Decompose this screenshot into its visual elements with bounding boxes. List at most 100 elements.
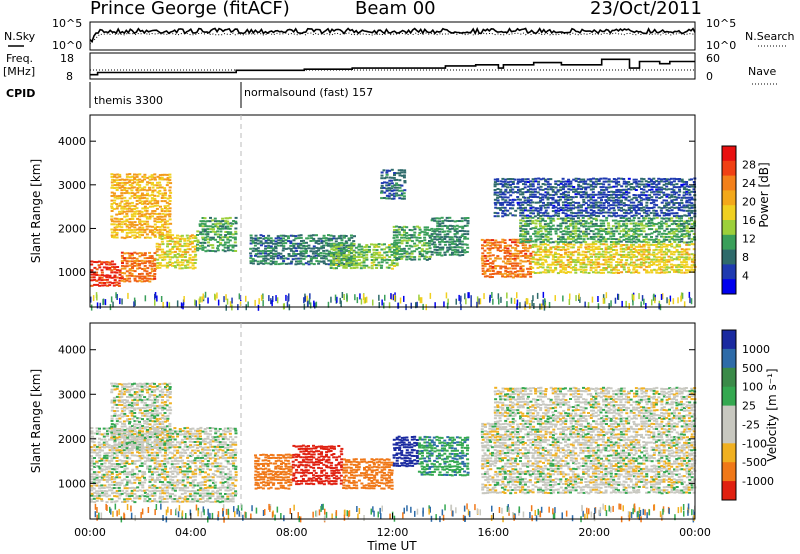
power-cell-1381 (347, 258, 351, 260)
power-cell-3885 (595, 178, 599, 181)
power-cell-2149 (509, 270, 513, 273)
power-cell-1102 (271, 260, 275, 263)
power-cell-3950 (609, 207, 613, 210)
power-cell-1168 (289, 244, 293, 247)
power-cell-309 (176, 237, 179, 240)
velocity-cell-150 (105, 445, 109, 448)
power-cell-3288 (657, 238, 661, 241)
power-cell-3332 (670, 217, 674, 220)
power-cell-3209 (632, 237, 635, 240)
power-cell-3258 (647, 241, 651, 244)
power-cell-1136 (279, 237, 283, 240)
power-cell-3540 (521, 193, 525, 196)
power-cell-2773 (670, 245, 674, 248)
power-cell-88 (118, 271, 122, 274)
power-cell-501 (224, 227, 228, 230)
power-cell-2099 (496, 257, 500, 260)
power-cell-2040 (483, 270, 487, 273)
power-cell-3381 (685, 227, 689, 230)
power-cell-960 (163, 218, 167, 221)
power-cell-1027 (251, 241, 255, 244)
power-cell-158 (138, 275, 142, 278)
power-cell-728 (133, 228, 137, 231)
power-cell-2664 (642, 248, 646, 251)
power-cell-209 (151, 262, 155, 265)
power-cell-1378 (344, 235, 348, 237)
power-cell-1777 (432, 241, 436, 244)
power-cell-3 (90, 273, 94, 276)
power-cell-1453 (344, 264, 348, 267)
power-cell-903 (156, 226, 160, 228)
power-cell-1828 (443, 241, 447, 243)
power-cell-2358 (559, 254, 563, 256)
power-cell-1368 (342, 236, 346, 239)
power-cell-1691 (410, 245, 414, 248)
power-cell-2103 (496, 244, 500, 247)
velocity-cell-153 (106, 435, 110, 438)
velocity-cell-177 (108, 427, 112, 430)
power-cell-870 (150, 199, 154, 202)
power-cell-810 (143, 220, 147, 223)
velocity-cell-289 (123, 498, 127, 501)
power-cell-3025 (572, 235, 575, 238)
power-cell-4286 (683, 214, 687, 217)
power-cell-4198 (663, 187, 666, 190)
power-cell-3329 (669, 228, 673, 231)
power-cell-2275 (536, 253, 540, 256)
power-cell-1234 (306, 237, 310, 240)
power-cell-1034 (254, 248, 258, 250)
power-cell-2880 (524, 225, 528, 227)
power-cell-2210 (521, 270, 525, 273)
power-cell-1414 (332, 263, 336, 266)
power-cell-2085 (491, 242, 495, 245)
power-cell-3978 (614, 191, 618, 194)
power-cell-3753 (566, 180, 570, 183)
power-cell-1877 (453, 229, 457, 232)
power-cell-1463 (347, 253, 351, 256)
velocity-cell-325 (126, 457, 130, 460)
power-cell-3533 (521, 214, 525, 217)
velocity-cell-165 (107, 470, 111, 473)
power-cell-1810 (438, 223, 442, 226)
power-cell-3581 (529, 180, 532, 183)
velocity-cell-30 (92, 484, 96, 487)
power-cell-2983 (559, 230, 563, 233)
power-cell-3530 (518, 188, 522, 191)
power-cell-1437 (337, 243, 341, 245)
power-cell-1595 (393, 265, 396, 267)
power-cell-246 (160, 250, 164, 253)
power-cell-698 (128, 187, 132, 190)
power-cell-1613 (392, 252, 396, 255)
power-cell-3715 (561, 211, 565, 214)
power-cell-894 (153, 197, 157, 200)
power-cell-1740 (423, 226, 427, 229)
power-cell-2445 (584, 254, 588, 257)
power-cell-425 (204, 220, 208, 223)
power-cell-43 (103, 261, 107, 264)
power-cell-2171 (513, 273, 517, 276)
velocity-cell-310 (126, 500, 130, 503)
power-cell-2900 (532, 232, 536, 235)
power-cell-3609 (536, 196, 540, 199)
power-cell-3020 (569, 222, 573, 225)
power-cell-2428 (579, 253, 583, 256)
power-clutter-110 (640, 301, 642, 308)
power-cell-2989 (561, 238, 565, 240)
power-cell-1099 (269, 239, 273, 242)
power-cell-4002 (620, 199, 623, 202)
power-cell-2944 (544, 225, 548, 228)
power-cell-3185 (624, 235, 628, 238)
power-cell-1794 (436, 225, 440, 228)
velocity-cell-151 (105, 443, 109, 446)
power-cell-1904 (461, 254, 465, 256)
power-cell-2703 (652, 244, 656, 246)
power-cell-3583 (531, 209, 535, 212)
power-cell-2628 (632, 248, 636, 250)
power-cell-3508 (513, 186, 517, 188)
power-cell-1787 (435, 249, 439, 251)
power-cell-3497 (511, 201, 515, 204)
power-cell-3462 (503, 201, 507, 204)
power-cell-3613 (537, 180, 541, 183)
power-cell-200 (148, 260, 152, 263)
power-cell-984 (165, 201, 169, 204)
